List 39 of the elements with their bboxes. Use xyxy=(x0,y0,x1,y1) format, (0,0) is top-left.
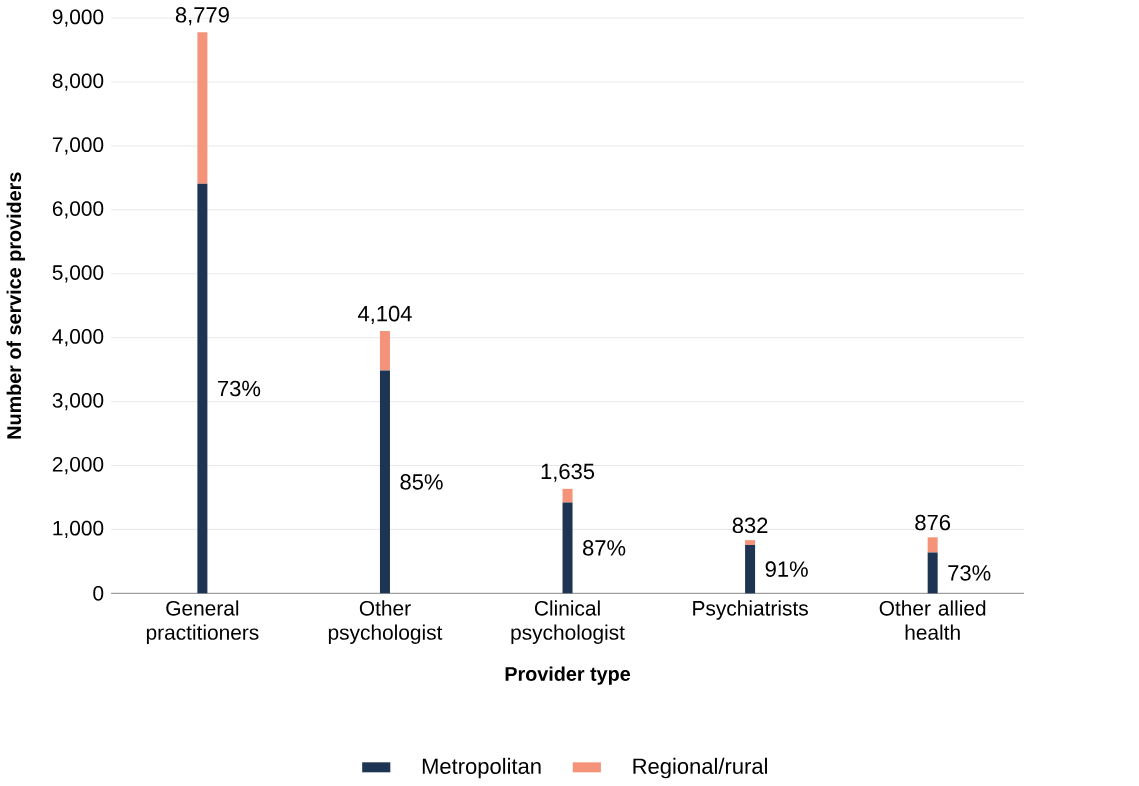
bar xyxy=(562,489,573,503)
x-tick-label: Psychiatrists xyxy=(693,600,808,621)
y-tick-label: 0 xyxy=(93,586,104,601)
annotation: 91% xyxy=(765,561,808,578)
bar xyxy=(197,32,208,184)
annotation: 87% xyxy=(583,540,626,556)
y-tick-label: 5,000 xyxy=(52,265,104,283)
total-label: 4,104 xyxy=(357,306,412,325)
y-tick-label: 9,000 xyxy=(52,9,104,27)
y-tick-label: 8,000 xyxy=(52,73,104,91)
y-tick-label: 7,000 xyxy=(52,137,104,155)
bar xyxy=(927,537,938,553)
total-label: 876 xyxy=(915,514,951,531)
legend-label: Metropolitan xyxy=(422,758,541,779)
y-tick-label: 2,000 xyxy=(52,457,104,475)
bar xyxy=(745,540,756,546)
total-label: 832 xyxy=(732,517,768,534)
y-tick-label: 4,000 xyxy=(52,329,104,347)
x-axis-title: Provider type xyxy=(505,666,631,686)
x-tick-label: Other psychologist xyxy=(328,600,443,645)
annotation: 85% xyxy=(400,474,443,490)
annotation: 73% xyxy=(948,565,991,581)
bar xyxy=(379,370,390,594)
y-tick-label: 3,000 xyxy=(52,393,104,411)
annotation: 73% xyxy=(218,380,261,397)
x-tick-label: Other allied health xyxy=(879,600,986,641)
y-tick-label: 6,000 xyxy=(52,201,104,219)
bar xyxy=(562,502,573,594)
bar xyxy=(927,552,938,594)
x-tick-label: Clinical psychologist xyxy=(511,600,625,645)
total-label: 8,779 xyxy=(175,7,229,26)
y-axis-title: Number of service providers xyxy=(6,172,26,439)
y-tick-label: 1,000 xyxy=(53,521,104,539)
bar xyxy=(745,545,756,594)
bar xyxy=(197,183,208,594)
x-tick-label: General practitioners xyxy=(146,600,259,645)
legend-label: Regional/rural xyxy=(633,758,767,779)
total-label: 1,635 xyxy=(541,463,595,483)
bar xyxy=(379,331,390,371)
